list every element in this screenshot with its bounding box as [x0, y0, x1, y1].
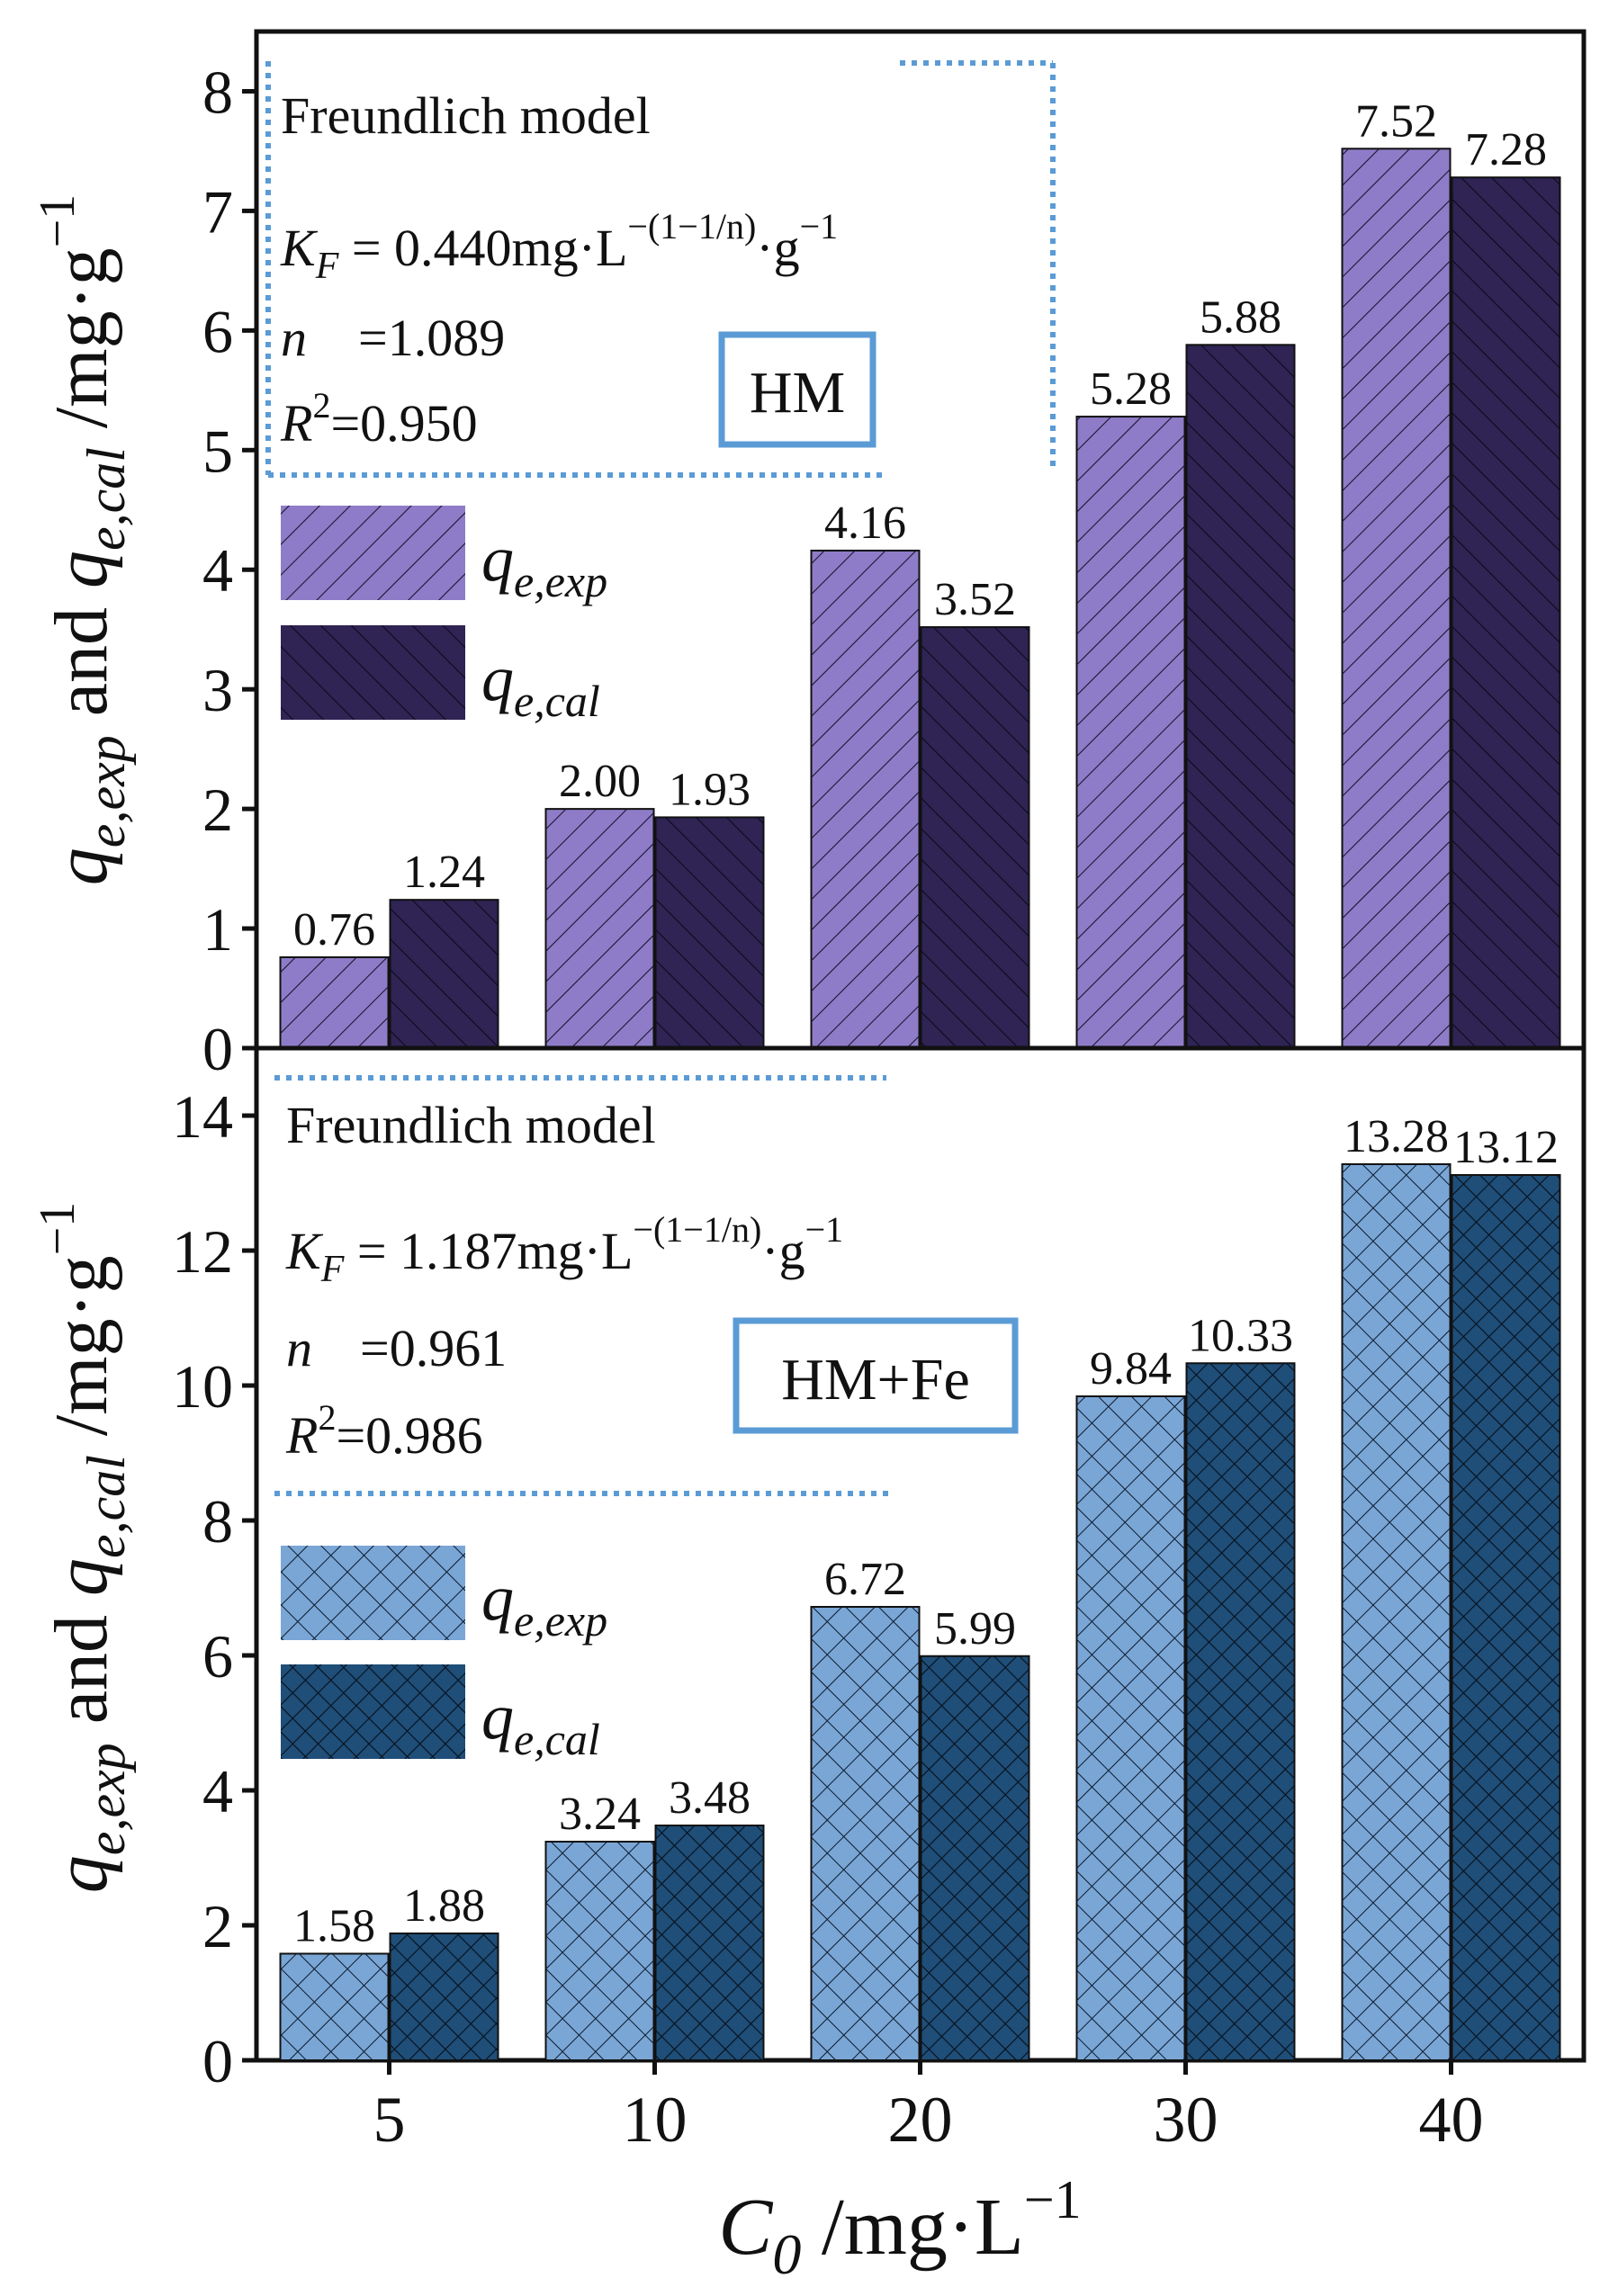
bottom-bars [279, 1163, 1561, 2061]
bottom-annotation-box: Freundlich model KF = 1.187mg·L−(1−1/n)·… [274, 1075, 1019, 1496]
bottom-legend-label-exp: qe,exp [481, 1562, 607, 1646]
bottom-bar-label: 1.88 [403, 1880, 485, 1932]
bottom-y-axis: 0 2 4 6 8 10 12 14 [172, 1082, 256, 2095]
x-axis: 5 10 20 30 40 [373, 2060, 1484, 2156]
top-bar-label: 1.24 [403, 847, 485, 898]
y-tick-label: 6 [202, 1622, 233, 1691]
top-annotation-box: Freundlich model KF = 0.440mg·L−(1−1/n)·… [265, 60, 1056, 478]
x-axis-title: C0 /mg·L−1 [718, 2170, 1081, 2286]
bottom-y-axis-title: qe,exp and qe,cal /mg·g−1 [30, 1202, 136, 1893]
bar-hatch [1452, 1175, 1560, 2060]
top-tag-box [718, 331, 876, 448]
x-tick-label: 20 [888, 2084, 953, 2156]
y-tick-label: 5 [202, 417, 233, 485]
bottom-tag-label: HM+Fe [781, 1347, 970, 1413]
bottom-legend-label-cal: qe,cal [481, 1681, 600, 1764]
y-tick-label: 8 [202, 1487, 233, 1556]
bottom-bar-label: 3.48 [669, 1772, 751, 1824]
bar-hatch [811, 1607, 920, 2060]
top-bar-label: 0.76 [293, 904, 375, 955]
y-tick-label: 2 [202, 1892, 233, 1960]
top-model-title: Freundlich model [281, 86, 651, 145]
bottom-tag-box [733, 1317, 1019, 1434]
bar-hatch [1186, 345, 1295, 1048]
top-value-labels: 0.76 1.24 2.00 1.93 4.16 3.52 5.28 5.88 7.52 7.28 [293, 95, 1547, 955]
top-bar-label: 4.16 [824, 498, 906, 549]
top-y-axis: 0 1 2 3 4 5 6 7 8 [202, 58, 256, 1083]
top-panel: 0 1 2 3 4 5 6 7 8 0.76 1.24 2.00 1.93 4.16 3.52 5.28 5.… [202, 29, 1587, 1083]
bottom-n-text: n =0.961 [286, 1319, 507, 1377]
bar-hatch [390, 900, 499, 1048]
top-bar-label: 3.52 [934, 574, 1016, 625]
bottom-panel: 0 2 4 6 8 10 12 14 1.58 1.88 3.24 3.48 6.72 5.99 9.84… [172, 1045, 1587, 2095]
top-bar-label: 1.93 [669, 764, 751, 815]
bar-hatch [1076, 1396, 1185, 2060]
y-tick-label: 3 [202, 656, 233, 724]
top-legend-label-cal: qe,cal [481, 642, 600, 726]
bar-hatch [921, 1655, 1029, 2060]
top-tag-label: HM [750, 360, 845, 426]
y-tick-label: 1 [202, 895, 233, 964]
top-bar-label: 2.00 [559, 756, 641, 807]
top-n-text: n =1.089 [281, 309, 505, 367]
bottom-legend: qe,exp qe,cal [281, 1546, 607, 1764]
bottom-kf-text: KF = 1.187mg·L−(1−1/n)·g−1 [285, 1209, 843, 1290]
bottom-bar-label: 3.24 [559, 1789, 641, 1840]
x-tick-label: 40 [1419, 2084, 1484, 2156]
bar-hatch [1452, 177, 1560, 1048]
y-tick-label: 4 [202, 536, 233, 605]
top-legend: qe,exp qe,cal [281, 506, 607, 726]
top-kf-text: KF = 0.440mg·L−(1−1/n)·g−1 [280, 206, 838, 287]
y-tick-label: 10 [172, 1352, 233, 1421]
x-tick-label: 5 [373, 2084, 406, 2156]
top-bar-label: 7.52 [1355, 95, 1437, 147]
top-bars [279, 148, 1561, 1050]
bar-hatch [1076, 417, 1185, 1049]
bar-hatch [1342, 148, 1451, 1048]
bar-hatch [280, 956, 389, 1048]
y-tick-label: 0 [202, 1015, 233, 1083]
y-tick-label: 0 [202, 2027, 233, 2095]
bottom-model-title: Freundlich model [286, 1096, 656, 1154]
bottom-bar-label: 10.33 [1188, 1310, 1293, 1361]
bar-hatch [921, 627, 1029, 1048]
y-tick-label: 12 [172, 1217, 233, 1286]
y-tick-label: 14 [172, 1082, 233, 1151]
top-bar-label: 5.28 [1090, 363, 1172, 415]
y-tick-label: 4 [202, 1757, 233, 1825]
bottom-value-labels: 1.58 1.88 3.24 3.48 6.72 5.99 9.84 10.33 13.28 13… [293, 1111, 1559, 1952]
bar-hatch [1342, 1164, 1451, 2060]
bar-hatch [280, 1953, 389, 2060]
top-r2-text: R2=0.950 [280, 385, 478, 453]
bar-hatch [545, 1842, 654, 2060]
top-bar-label: 5.88 [1200, 291, 1281, 343]
x-tick-label: 30 [1154, 2084, 1218, 2156]
bar-hatch [655, 1825, 764, 2060]
bottom-bar-label: 13.28 [1344, 1111, 1449, 1162]
top-y-axis-title: qe,exp and qe,cal /mg·g−1 [30, 194, 136, 885]
y-tick-label: 6 [202, 297, 233, 365]
x-tick-label: 10 [623, 2084, 688, 2156]
y-tick-label: 8 [202, 58, 233, 126]
bottom-r2-text: R2=0.986 [285, 1397, 483, 1465]
bar-hatch [1186, 1363, 1295, 2060]
bar-hatch [811, 550, 920, 1048]
bar-hatch [390, 1933, 499, 2060]
y-tick-label: 7 [202, 177, 233, 246]
bottom-bar-label: 5.99 [934, 1603, 1016, 1655]
bottom-bar-label: 9.84 [1090, 1343, 1172, 1395]
bottom-bar-label: 6.72 [824, 1554, 906, 1605]
bottom-bar-label: 13.12 [1453, 1122, 1559, 1173]
bottom-bar-label: 1.58 [293, 1901, 375, 1952]
bar-hatch [655, 817, 764, 1048]
bar-hatch [545, 809, 654, 1048]
top-legend-label-exp: qe,exp [481, 523, 607, 606]
top-bar-label: 7.28 [1465, 124, 1547, 175]
y-tick-label: 2 [202, 776, 233, 844]
